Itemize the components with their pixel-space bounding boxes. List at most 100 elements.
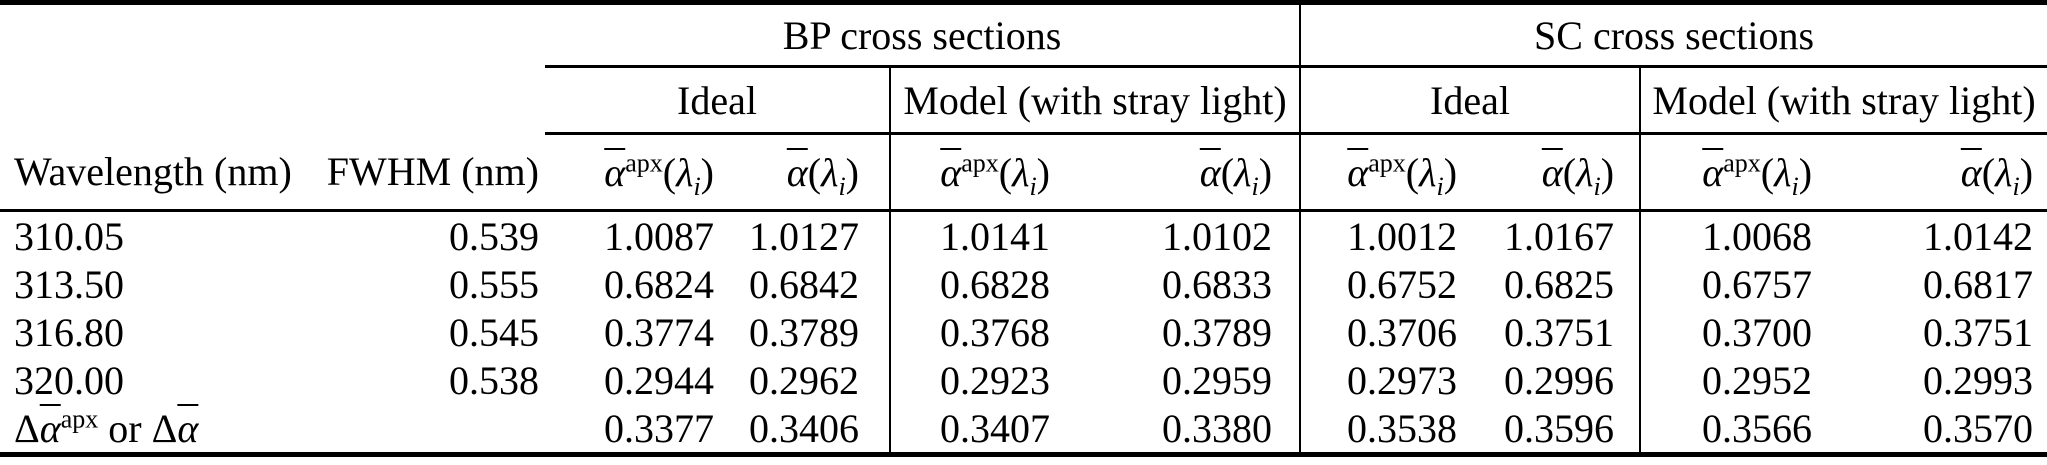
i-subscript: i bbox=[693, 171, 701, 201]
col-header-alpha-apx-sc-ideal: αapx(λi) bbox=[1299, 133, 1476, 212]
cell-value: 0.6752 bbox=[1299, 260, 1476, 308]
table-row: 316.80 0.545 0.3774 0.3789 0.3768 0.3789… bbox=[0, 308, 2047, 356]
subheader-ideal-sc: Ideal bbox=[1299, 66, 1641, 135]
cell-value: 0.2923 bbox=[889, 356, 1075, 404]
cell-value: 0.6817 bbox=[1923, 261, 2034, 307]
col-header-alpha-bp-model: α(λi) bbox=[1075, 133, 1301, 212]
i-subscript: i bbox=[1791, 171, 1799, 201]
alpha-overline: α bbox=[604, 149, 626, 195]
cell-fwhm bbox=[300, 404, 545, 455]
cell-value: 1.0127 bbox=[749, 213, 859, 259]
subheader-model-bp: Model (with stray light) bbox=[888, 66, 1301, 135]
cell-value: 1.0167 bbox=[1504, 213, 1615, 259]
apx-superscript: apx bbox=[60, 404, 99, 434]
cell-value: 1.0012 bbox=[1299, 210, 1476, 260]
group-header-sc: SC cross sections bbox=[1299, 2, 2047, 68]
cell-value: 0.3538 bbox=[1299, 404, 1476, 455]
table-row: 320.00 0.538 0.2944 0.2962 0.2923 0.2959… bbox=[0, 356, 2047, 404]
i-subscript: i bbox=[1251, 171, 1259, 201]
i-subscript: i bbox=[2012, 171, 2020, 201]
alpha-overline: α bbox=[177, 405, 199, 451]
cell-value: 0.3768 bbox=[889, 308, 1075, 356]
cell-value: 1.0068 bbox=[1639, 210, 1821, 260]
delta-symbol: Δ bbox=[151, 405, 178, 451]
lambda-symbol: λ bbox=[1234, 149, 1252, 195]
cell-value: 0.3566 bbox=[1639, 404, 1821, 455]
lambda-symbol: λ bbox=[1995, 149, 2013, 195]
i-subscript: i bbox=[1436, 171, 1444, 201]
cell-delta-label: Δαapx or Δα bbox=[0, 404, 300, 455]
subheader-ideal-bp: Ideal bbox=[545, 66, 890, 135]
column-header-row: Wavelength (nm) FWHM (nm) αapx(λi) α(λi)… bbox=[0, 133, 2047, 212]
cell-value: 0.6757 bbox=[1639, 260, 1821, 308]
group-header-bp: BP cross sections bbox=[545, 2, 1301, 68]
cell-value: 0.3700 bbox=[1639, 308, 1821, 356]
alpha-overline: α bbox=[1541, 149, 1563, 195]
cell-value: 0.3596 bbox=[1504, 405, 1615, 451]
cell-value: 0.3407 bbox=[889, 404, 1075, 455]
col-header-alpha-apx-bp-ideal: αapx(λi) bbox=[545, 133, 720, 212]
i-subscript: i bbox=[1029, 171, 1037, 201]
subheader-model-sc: Model (with stray light) bbox=[1639, 66, 2047, 135]
lambda-symbol: λ bbox=[1576, 149, 1594, 195]
table-row: 310.05 0.539 1.0087 1.0127 1.0141 1.0102… bbox=[0, 210, 2047, 260]
alpha-overline: α bbox=[1960, 149, 1982, 195]
col-header-wavelength: Wavelength (nm) bbox=[0, 133, 300, 212]
cell-value: 0.3751 bbox=[1504, 309, 1615, 355]
col-header-alpha-apx-bp-model: αapx(λi) bbox=[889, 133, 1075, 212]
cell-fwhm: 0.545 bbox=[449, 309, 539, 355]
cell-fwhm: 0.538 bbox=[449, 357, 539, 403]
i-subscript: i bbox=[1593, 171, 1601, 201]
col-header-alpha-apx-sc-model: αapx(λi) bbox=[1639, 133, 1821, 212]
alpha-overline: α bbox=[1347, 149, 1369, 195]
cell-value: 0.2959 bbox=[1162, 357, 1273, 403]
cell-value: 0.6842 bbox=[749, 261, 859, 307]
cell-value: 1.0141 bbox=[889, 210, 1075, 260]
cell-value: 0.2952 bbox=[1639, 356, 1821, 404]
cell-value: 1.0102 bbox=[1162, 213, 1273, 259]
cell-value: 0.2944 bbox=[604, 357, 714, 403]
delta-symbol: Δ bbox=[14, 405, 40, 451]
subheader-spacer bbox=[0, 67, 545, 134]
alpha-overline: α bbox=[1199, 149, 1221, 195]
i-subscript: i bbox=[838, 171, 846, 201]
cell-fwhm: 0.539 bbox=[449, 213, 539, 259]
group-header-spacer bbox=[0, 3, 545, 67]
alpha-overline: α bbox=[940, 149, 962, 195]
cell-value: 0.3789 bbox=[749, 309, 859, 355]
table-row: 313.50 0.555 0.6824 0.6842 0.6828 0.6833… bbox=[0, 260, 2047, 308]
col-header-alpha-bp-ideal: α(λi) bbox=[720, 133, 890, 212]
apx-superscript: apx bbox=[625, 148, 663, 178]
lambda-symbol: λ bbox=[1012, 149, 1030, 195]
group-header-row: BP cross sections SC cross sections bbox=[0, 2, 2047, 68]
cell-wavelength: 313.50 bbox=[14, 261, 124, 307]
table-row-delta: Δαapx or Δα 0.3377 0.3406 0.3407 0.3380 0.… bbox=[0, 404, 2047, 455]
alpha-overline: α bbox=[786, 149, 808, 195]
alpha-overline: α bbox=[39, 405, 61, 451]
subheader-row: Ideal Model (with stray light) Ideal Mod… bbox=[0, 66, 2047, 135]
cell-value: 0.6833 bbox=[1162, 261, 1273, 307]
cell-value: 0.3570 bbox=[1923, 405, 2034, 451]
col-header-fwhm: FWHM (nm) bbox=[300, 133, 545, 212]
alpha-overline: α bbox=[1702, 149, 1724, 195]
cell-value: 0.3380 bbox=[1162, 405, 1273, 451]
cell-value: 0.6828 bbox=[889, 260, 1075, 308]
cell-fwhm: 0.555 bbox=[449, 261, 539, 307]
cell-value: 1.0142 bbox=[1923, 213, 2034, 259]
cell-wavelength: 320.00 bbox=[14, 357, 124, 403]
lambda-symbol: λ bbox=[821, 149, 839, 195]
cell-value: 0.3377 bbox=[604, 405, 714, 451]
cell-value: 0.3789 bbox=[1162, 309, 1273, 355]
lambda-symbol: λ bbox=[1419, 149, 1437, 195]
cell-value: 0.2962 bbox=[749, 357, 859, 403]
cell-wavelength: 310.05 bbox=[14, 213, 124, 259]
lambda-symbol: λ bbox=[1774, 149, 1792, 195]
cell-value: 1.0087 bbox=[604, 213, 714, 259]
cell-value: 0.2973 bbox=[1299, 356, 1476, 404]
or-word: or bbox=[108, 405, 142, 451]
cell-value: 0.3406 bbox=[749, 405, 859, 451]
col-header-alpha-sc-model: α(λi) bbox=[1820, 133, 2047, 212]
cell-value: 0.3751 bbox=[1923, 309, 2034, 355]
